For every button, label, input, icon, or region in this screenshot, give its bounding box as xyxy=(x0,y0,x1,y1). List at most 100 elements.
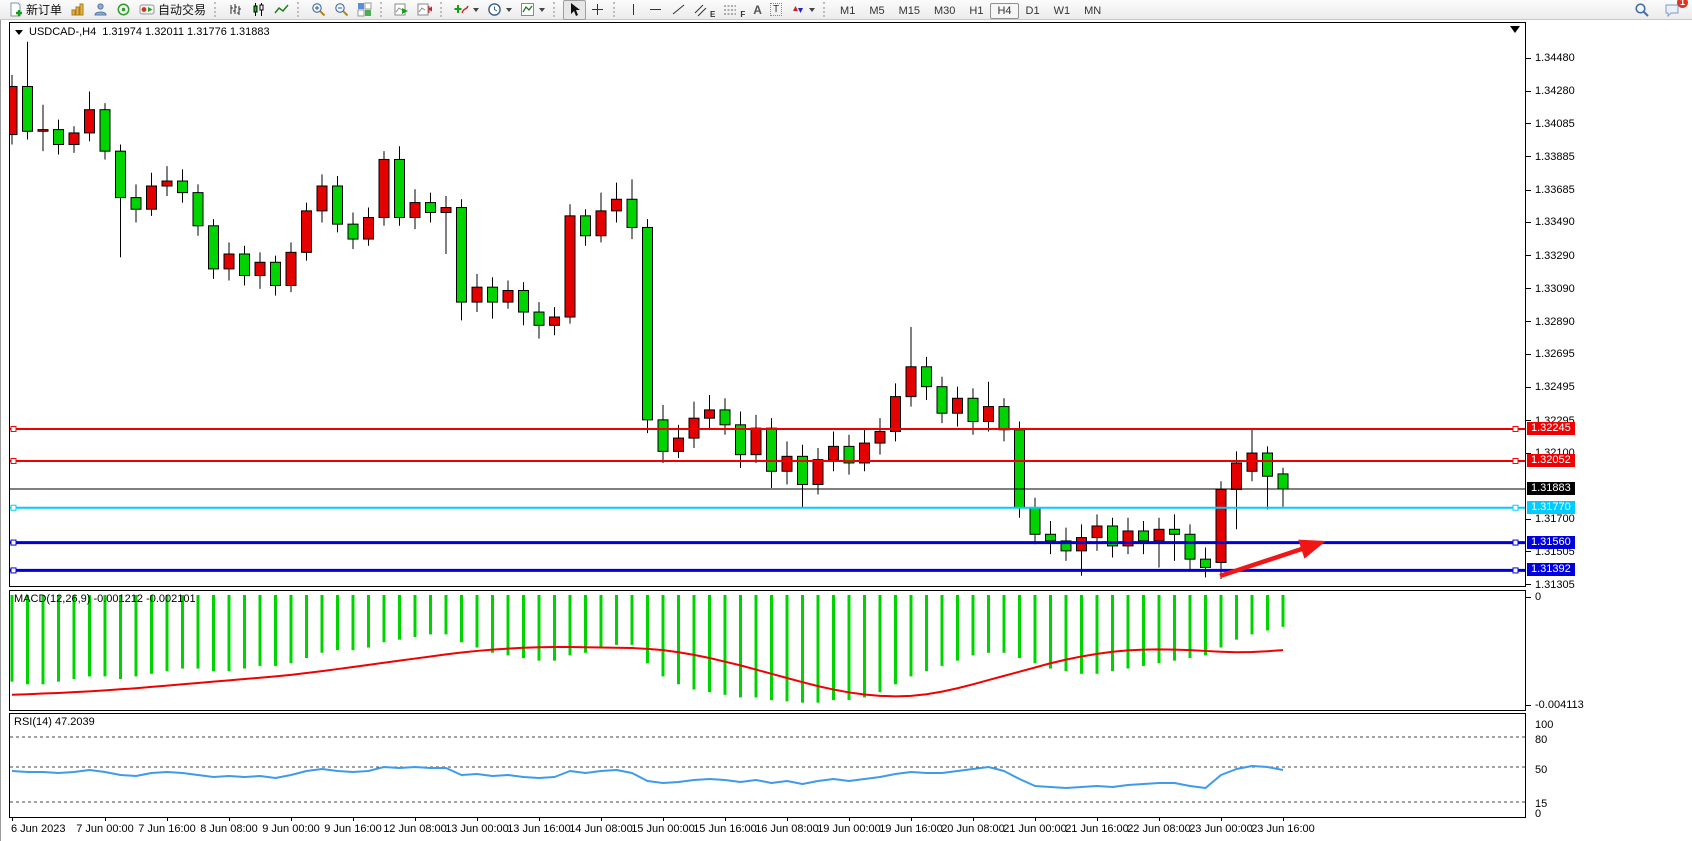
timeframe-w1-button[interactable]: W1 xyxy=(1053,4,1071,17)
trend-arrow-line[interactable] xyxy=(1219,545,1306,579)
candle-body xyxy=(316,185,328,212)
candle-body xyxy=(657,419,669,452)
hline-handle[interactable] xyxy=(10,504,17,511)
hline-handle[interactable] xyxy=(1512,425,1519,432)
hline-handle[interactable] xyxy=(1512,457,1519,464)
hline-handle[interactable] xyxy=(10,567,17,574)
time-tick xyxy=(477,818,478,821)
candle-body xyxy=(146,185,157,210)
hline-handle[interactable] xyxy=(10,425,17,432)
timeframe-m5-button[interactable]: M5 xyxy=(869,4,885,17)
auto-scroll-button[interactable] xyxy=(390,0,413,20)
price-tick xyxy=(1526,518,1531,520)
channel-sub-label: E xyxy=(710,9,716,19)
text-tool-button[interactable]: A xyxy=(749,0,766,20)
indicators-button[interactable] xyxy=(450,0,483,20)
rsi-axis-label: 50 xyxy=(1535,764,1548,776)
price-tick xyxy=(1526,221,1531,223)
hline-handle[interactable] xyxy=(10,457,17,464)
price-axis[interactable]: 1.34480 1.34280 1.34085 1.33885 1.33685 1.334… xyxy=(1526,22,1692,820)
candle-body xyxy=(239,253,250,277)
bar-chart-type-icon xyxy=(230,4,242,15)
time-tick-label: 19 Jun 00:00 xyxy=(817,823,881,835)
trendline-tool-button[interactable] xyxy=(667,0,690,20)
toolbar: 新订单 自动交易 xyxy=(0,0,1692,20)
arrows-tool-button[interactable] xyxy=(786,0,819,20)
horizontal-line-tool-button[interactable] xyxy=(644,0,667,20)
timeframe-m1-button[interactable]: M1 xyxy=(840,4,856,17)
macd-bar xyxy=(646,595,649,664)
macd-bar xyxy=(754,595,758,698)
time-axis[interactable]: 6 Jun 2023 7 Jun 00:00 7 Jun 16:00 8 Jun 08… xyxy=(9,818,1526,840)
channel-tool-button[interactable]: E xyxy=(690,0,719,20)
tile-windows-button[interactable] xyxy=(353,0,376,20)
indicators-icon xyxy=(454,5,469,14)
hline-handle[interactable] xyxy=(1512,539,1519,546)
macd-pane[interactable]: MACD(12,26,9) -0.001212 -0.002101 xyxy=(9,590,1526,711)
main-chart-pane[interactable] xyxy=(9,22,1526,587)
candle-body xyxy=(1215,488,1227,563)
rsi-pane[interactable]: RSI(14) 47.2039 xyxy=(9,713,1526,818)
line-chart-type-button[interactable] xyxy=(270,0,293,20)
time-tick xyxy=(787,818,788,821)
price-tick xyxy=(1526,353,1531,355)
candle-body xyxy=(409,202,421,219)
new-order-button[interactable]: 新订单 xyxy=(4,0,66,20)
timeframe-h1-button[interactable]: H1 xyxy=(969,4,984,17)
search-button[interactable] xyxy=(1630,0,1654,20)
candlestick-type-button[interactable] xyxy=(247,0,270,20)
zoom-out-button[interactable] xyxy=(330,0,353,20)
vertical-line-icon xyxy=(633,4,635,15)
templates-button[interactable] xyxy=(516,0,549,20)
candle-body xyxy=(192,192,204,227)
time-tick-label: 13 Jun 16:00 xyxy=(507,823,571,835)
timeframe-h4-button[interactable]: H4 xyxy=(990,2,1019,19)
data-window-button[interactable] xyxy=(89,0,112,20)
candle-body xyxy=(719,409,731,426)
time-tick-label: 13 Jun 00:00 xyxy=(445,823,509,835)
timeframe-d1-button[interactable]: D1 xyxy=(1025,4,1040,17)
trend-arrow-head[interactable] xyxy=(1298,539,1326,559)
hline-handle[interactable] xyxy=(10,539,17,546)
periods-clock-icon xyxy=(488,3,501,16)
zoom-in-button[interactable] xyxy=(307,0,330,20)
timeframe-mn-button[interactable]: MN xyxy=(1084,4,1102,17)
macd-bar xyxy=(599,595,603,648)
crosshair-tool-button[interactable] xyxy=(586,0,609,20)
macd-bar xyxy=(708,595,711,693)
candle-body xyxy=(270,261,281,287)
chart-shift-marker[interactable] xyxy=(1510,26,1520,33)
market-watch-button[interactable] xyxy=(66,0,89,20)
timeframe-m15-button[interactable]: M15 xyxy=(898,4,921,17)
macd-bar xyxy=(413,595,417,638)
macd-bar xyxy=(1064,595,1068,672)
chart-title-caret-icon[interactable] xyxy=(15,29,23,35)
fibonacci-tool-button[interactable]: F xyxy=(719,0,749,20)
candle-body xyxy=(1277,473,1289,490)
hline-handle[interactable] xyxy=(1512,504,1519,511)
price-tick xyxy=(1526,255,1531,257)
macd-bar xyxy=(196,595,200,669)
toolbar-separator xyxy=(380,2,386,17)
chart-shift-button[interactable] xyxy=(413,0,436,20)
macd-bar xyxy=(785,595,789,702)
candle-body xyxy=(10,85,18,136)
macd-bar xyxy=(88,595,91,677)
autotrade-button[interactable]: 自动交易 xyxy=(135,0,210,20)
hline-handle[interactable] xyxy=(1512,567,1519,574)
notifications-button[interactable]: 1 xyxy=(1660,0,1688,20)
candle-body xyxy=(766,427,777,472)
cursor-tool-button[interactable] xyxy=(563,0,587,20)
price-tick-label: 1.31505 xyxy=(1535,545,1575,558)
label-tool-button[interactable]: T xyxy=(766,0,786,20)
macd-bar xyxy=(305,595,308,659)
notification-badge: 1 xyxy=(1677,0,1688,8)
bar-chart-type-button[interactable] xyxy=(224,0,247,20)
periods-button[interactable] xyxy=(483,0,516,20)
macd-bar xyxy=(429,595,432,635)
navigator-button[interactable] xyxy=(112,0,135,20)
vertical-line-tool-button[interactable] xyxy=(623,0,644,20)
timeframe-m30-button[interactable]: M30 xyxy=(934,4,956,17)
time-tick xyxy=(725,818,726,821)
macd-bar xyxy=(739,595,742,698)
